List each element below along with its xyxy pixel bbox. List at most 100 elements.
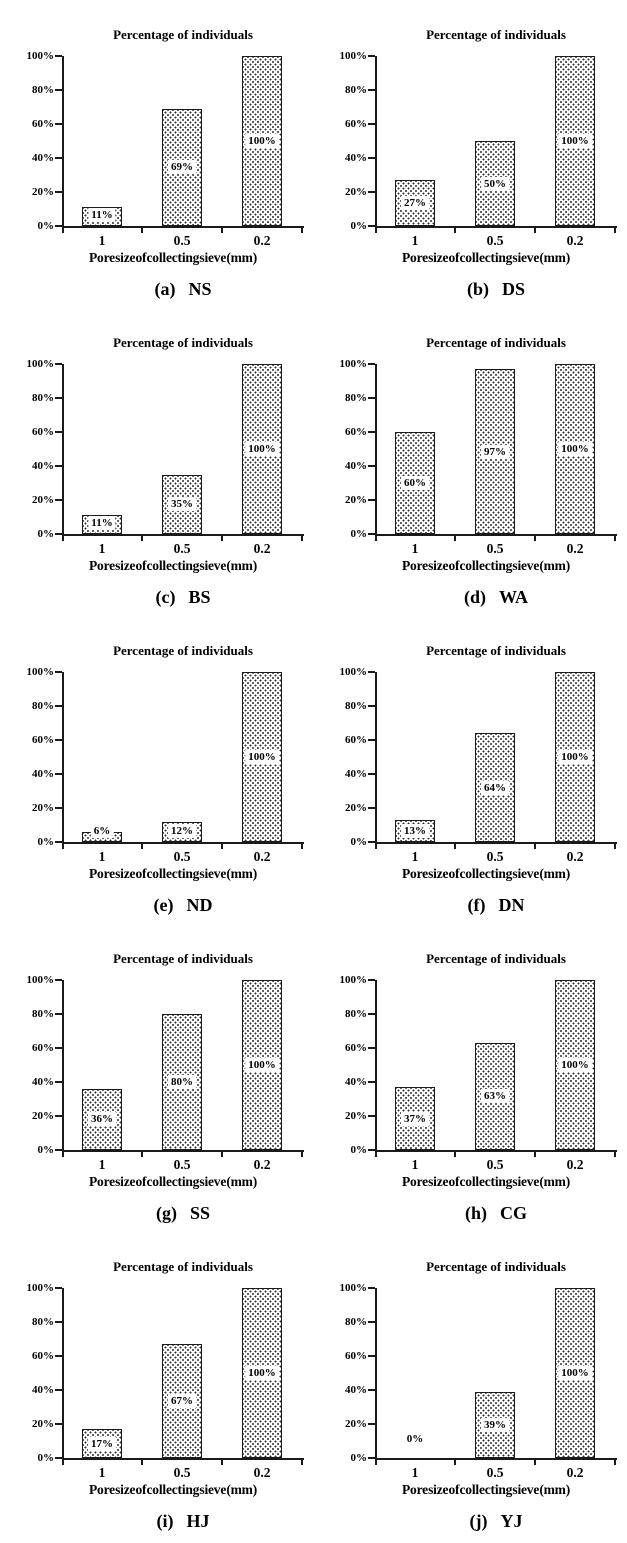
x-tick-mark [454, 844, 456, 849]
y-tick-label: 0% [350, 1144, 368, 1156]
panel-caption-site: SS [189, 1203, 211, 1223]
chart-panel: Percentage of individuals 0% 20% 40% 60% 80%… [313, 1232, 626, 1540]
y-tick-label: 100% [339, 974, 368, 986]
y-tick-mark [368, 841, 375, 843]
x-tick-mark [141, 536, 143, 541]
y-tick-mark [55, 1355, 62, 1357]
y-axis-line [62, 56, 64, 233]
panel-caption-index: (d) [463, 587, 486, 607]
category-tick-label: 0.5 [173, 541, 191, 556]
y-tick-label: 80% [345, 700, 367, 712]
category-tick-label: 1 [98, 233, 106, 248]
y-tick-label: 20% [32, 802, 54, 814]
y-tick-label: 20% [345, 1110, 367, 1122]
y-tick-mark [368, 1321, 375, 1323]
category-tick-label: 0.2 [566, 849, 584, 864]
bar-value-label: 100% [558, 134, 592, 148]
panel-caption-index: (j) [469, 1511, 488, 1531]
y-tick-mark [55, 1457, 62, 1459]
x-axis-title: Pore size of collecting sieve (mm) [402, 1174, 570, 1189]
y-tick-mark [55, 841, 62, 843]
x-axis-title: Pore size of collecting sieve (mm) [402, 250, 570, 265]
x-tick-mark [534, 1460, 536, 1465]
panel-caption-site: DN [498, 895, 525, 915]
y-tick-label: 60% [345, 1350, 367, 1362]
bar-value-label: 100% [558, 1058, 592, 1072]
x-tick-mark [614, 844, 616, 849]
y-tick-mark [55, 363, 62, 365]
y-tick-mark [368, 465, 375, 467]
x-axis-title: Pore size of collecting sieve (mm) [402, 866, 570, 881]
category-tick-label: 1 [411, 849, 419, 864]
y-tick-mark [55, 499, 62, 501]
bar-value-label: 97% [481, 444, 509, 459]
panel-caption: (f) DN [375, 895, 617, 916]
panel-caption-index: (g) [155, 1203, 177, 1223]
y-tick-mark [55, 123, 62, 125]
y-tick-mark [55, 979, 62, 981]
y-tick-label: 100% [339, 666, 368, 678]
panel-caption: (b) DS [375, 279, 617, 300]
panel-caption-site: BS [188, 587, 211, 607]
category-tick-label: 0.2 [253, 849, 271, 864]
x-axis-line [62, 534, 304, 536]
y-tick-label: 20% [32, 1110, 54, 1122]
y-tick-label: 60% [32, 1350, 54, 1362]
y-tick-mark [55, 225, 62, 227]
bar-value-label: 0% [403, 1432, 427, 1446]
y-tick-mark [55, 1423, 62, 1425]
y-tick-mark [55, 55, 62, 57]
panel-caption-index: (c) [155, 587, 176, 607]
plot-area: 0% 20% 40% 60% 80% 100% 0% 1 39% 0.5 100% 0.2 [313, 1232, 626, 1540]
y-tick-label: 60% [345, 1042, 367, 1054]
chart-title: Percentage of individuals [113, 951, 253, 966]
bar-value-label: 39% [481, 1417, 509, 1432]
y-axis-line [375, 364, 377, 541]
x-tick-mark [614, 228, 616, 233]
x-tick-mark [534, 536, 536, 541]
panel-caption: (e) ND [62, 895, 304, 916]
y-axis-line [62, 672, 64, 849]
bar-value-label: 37% [401, 1111, 429, 1126]
y-tick-label: 80% [345, 84, 367, 96]
y-tick-label: 100% [339, 1282, 368, 1294]
y-tick-label: 100% [26, 974, 55, 986]
y-tick-mark [368, 739, 375, 741]
y-tick-label: 100% [26, 358, 55, 370]
y-tick-mark [368, 1047, 375, 1049]
plot-area: 0% 20% 40% 60% 80% 100% 11% 1 69% 0.5 100% 0.2 [0, 0, 313, 308]
bar-value-label: 100% [245, 442, 279, 456]
y-tick-mark [368, 671, 375, 673]
y-tick-label: 60% [32, 1042, 54, 1054]
y-tick-label: 40% [345, 768, 367, 780]
x-tick-mark [614, 1460, 616, 1465]
category-tick-label: 0.5 [486, 1465, 504, 1480]
y-axis-line [375, 1288, 377, 1465]
y-tick-mark [55, 465, 62, 467]
y-tick-mark [55, 705, 62, 707]
y-tick-label: 60% [345, 426, 367, 438]
panel-caption: (i) HJ [62, 1511, 304, 1532]
y-tick-mark [368, 1081, 375, 1083]
y-tick-label: 40% [32, 460, 54, 472]
y-tick-label: 20% [345, 494, 367, 506]
y-tick-label: 100% [339, 50, 368, 62]
y-tick-mark [55, 191, 62, 193]
panel-caption-index: (f) [467, 895, 486, 915]
panel-caption: (j) YJ [375, 1511, 617, 1532]
y-tick-mark [368, 807, 375, 809]
y-axis-line [62, 364, 64, 541]
y-axis-line [375, 672, 377, 849]
category-tick-label: 0.5 [173, 1465, 191, 1480]
y-tick-label: 80% [32, 1008, 54, 1020]
x-axis-line [375, 842, 617, 844]
x-axis-title: Pore size of collecting sieve (mm) [89, 1174, 257, 1189]
x-axis-line [62, 842, 304, 844]
y-tick-label: 20% [32, 1418, 54, 1430]
panel-caption-index: (a) [154, 279, 176, 299]
plot-area: 0% 20% 40% 60% 80% 100% 17% 1 67% 0.5 100% 0.2 [0, 1232, 313, 1540]
bar-value-label: 6% [90, 824, 114, 838]
chart-title: Percentage of individuals [426, 643, 566, 658]
y-tick-mark [368, 1389, 375, 1391]
panel-caption-site: CG [500, 1203, 527, 1223]
